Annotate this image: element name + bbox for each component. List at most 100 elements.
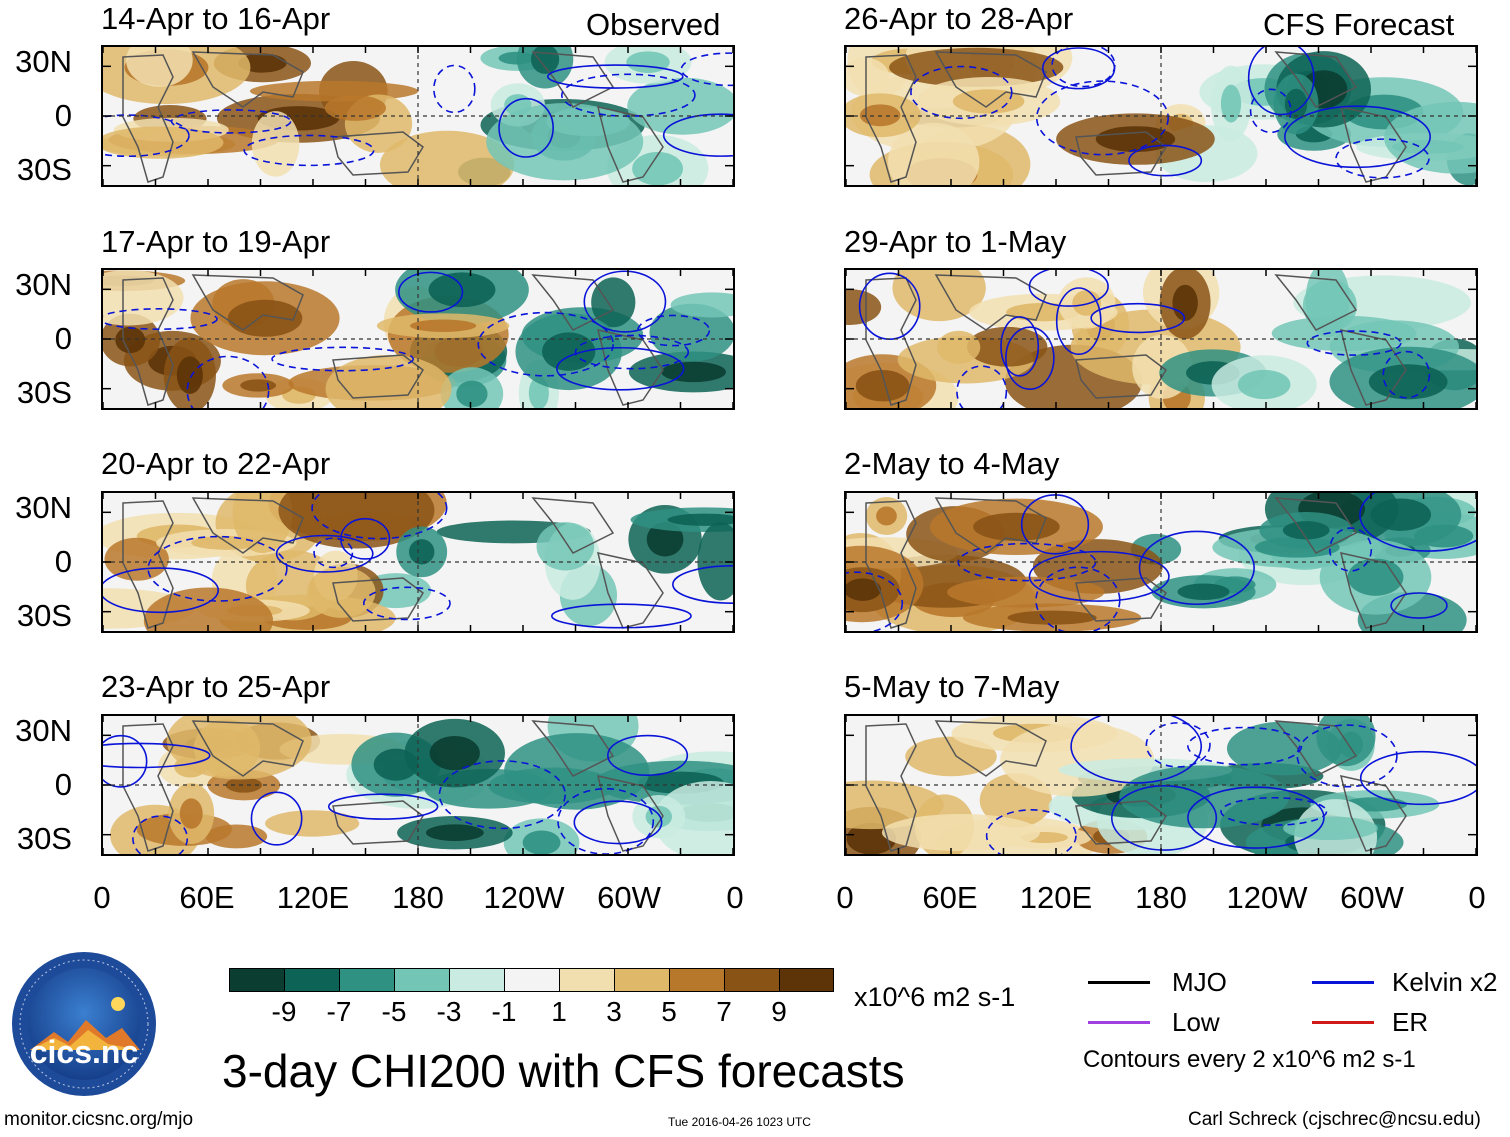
contour-negative: [985, 809, 1077, 854]
contour-positive: [1110, 785, 1218, 851]
contour-positive: [1028, 270, 1109, 307]
map-panel-forecast-2: [844, 268, 1478, 410]
colorbar-label: 9: [771, 996, 787, 1027]
anomaly-patch: [504, 733, 650, 810]
anomaly-patch: [846, 57, 890, 97]
y-tick-label: 30N: [15, 490, 72, 525]
anomaly-patch: [905, 736, 997, 777]
coastline: [191, 497, 304, 554]
anomaly-core: [1368, 364, 1448, 400]
legend-line-mjo: [1088, 981, 1150, 984]
colorbar-label: -1: [491, 996, 517, 1027]
contour-negative: [910, 65, 1013, 120]
anomaly-core: [225, 777, 262, 793]
footer-url[interactable]: monitor.cicsnc.org/mjo: [4, 1109, 194, 1130]
colorbar-label: -7: [326, 996, 352, 1027]
coastline: [596, 329, 664, 406]
map-svg: [846, 270, 1476, 408]
coastline: [531, 51, 615, 108]
contour-positive: [672, 565, 733, 604]
anomaly-core: [626, 51, 670, 73]
map-svg: [103, 47, 733, 185]
map-svg: [103, 716, 733, 854]
coastline: [865, 500, 917, 629]
panel-title: 17-Apr to 19-Apr: [101, 224, 331, 259]
contour-negative: [1145, 722, 1211, 768]
anomaly-core: [1007, 610, 1097, 625]
forecast-header: CFS Forecast: [1263, 7, 1455, 42]
coastline: [332, 800, 424, 845]
contour-positive: [1042, 47, 1116, 90]
contour-positive: [1028, 550, 1170, 602]
contour-negative: [846, 571, 904, 631]
contour-negative: [243, 134, 375, 167]
contour-negative: [1306, 330, 1402, 356]
anomaly-patch: [103, 126, 224, 159]
anomaly-core: [1237, 369, 1291, 400]
anomaly-core: [179, 798, 203, 829]
coastline: [332, 131, 424, 176]
anomaly-patch: [324, 95, 387, 121]
cics-logo: cics.nc: [10, 950, 158, 1098]
anomaly-patch: [627, 77, 733, 135]
anomaly-core: [1282, 521, 1330, 540]
anomaly-patch: [1226, 721, 1343, 776]
anomaly-patch: [846, 289, 882, 326]
footer-author: Carl Schreck (cjschrec@ncsu.edu): [1188, 1109, 1481, 1130]
anomaly-patch: [892, 270, 986, 322]
contour-positive: [1247, 47, 1315, 116]
contour-negative: [557, 787, 655, 854]
map-svg: [846, 47, 1476, 185]
contour-negative: [147, 535, 288, 602]
contour-positive: [1283, 105, 1431, 169]
contour-positive: [498, 97, 554, 158]
contour-positive: [250, 791, 303, 846]
coastline: [596, 552, 664, 629]
anomaly-core: [855, 369, 910, 402]
main-title: 3-day CHI200 with CFS forecasts: [222, 1045, 905, 1097]
coastline: [1075, 800, 1167, 845]
anomaly-patch: [104, 537, 169, 581]
anomaly-core: [425, 824, 484, 842]
x-tick-label: 120W: [1226, 880, 1308, 915]
contour-positive: [103, 734, 148, 788]
logo-text: cics.nc: [29, 1034, 139, 1070]
contour-negative: [433, 64, 476, 114]
contour-negative: [1249, 88, 1292, 134]
anomaly-patch: [536, 522, 595, 571]
x-tick-label: 0: [836, 880, 854, 915]
contour-positive: [1128, 144, 1203, 177]
legend-label: Kelvin x2: [1392, 967, 1498, 997]
x-tick-label: 60W: [597, 880, 661, 915]
map-panel-observed-2: [101, 268, 735, 410]
anomaly-core: [1095, 126, 1176, 152]
contour-negative: [1035, 80, 1170, 156]
x-tick-label: 0: [1468, 880, 1486, 915]
y-tick-label: 30S: [16, 821, 72, 856]
colorbar-label: -3: [436, 996, 462, 1027]
y-tick-label: 30N: [15, 267, 72, 302]
coastline: [1075, 577, 1167, 622]
contour-negative: [1296, 724, 1398, 788]
anomaly-patch: [1302, 279, 1357, 332]
map-svg: [846, 716, 1476, 854]
y-tick-label: 0: [54, 767, 72, 802]
anomaly-core: [1172, 284, 1198, 321]
y-tick-label: 30S: [16, 152, 72, 187]
legend-note: Contours every 2 x10^6 m2 s-1: [1083, 1046, 1416, 1073]
contour-negative: [311, 493, 448, 540]
anomaly-core: [632, 151, 684, 185]
x-tick-label: 180: [392, 880, 444, 915]
contour-positive: [1055, 287, 1102, 356]
contour-positive: [1005, 326, 1055, 390]
coastline: [1274, 497, 1358, 554]
contour-positive: [1187, 786, 1325, 849]
contour-negative: [103, 114, 190, 158]
anomaly-core: [859, 104, 901, 127]
anomaly-core: [1177, 583, 1230, 601]
colorbar: [229, 968, 834, 994]
y-tick-label: 0: [54, 544, 72, 579]
contour-negative: [271, 346, 414, 372]
anomaly-patch: [881, 813, 1041, 851]
anomaly-patch: [306, 566, 376, 618]
